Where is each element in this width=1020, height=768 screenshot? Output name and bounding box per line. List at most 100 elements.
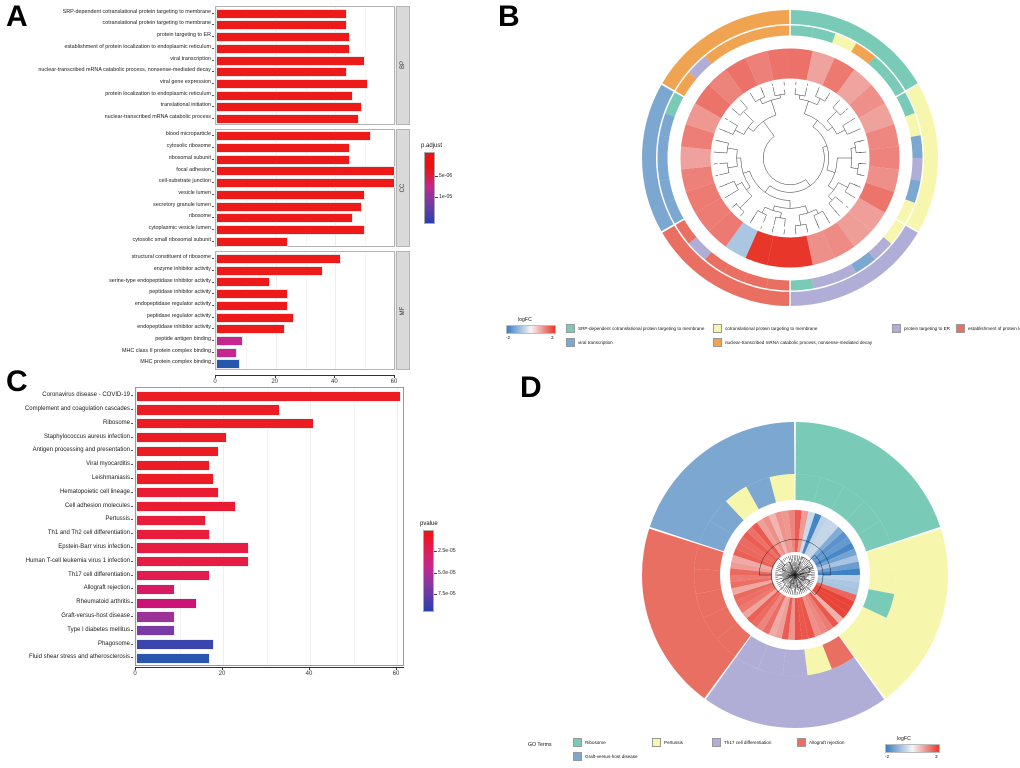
bar-category-label: blood microparticle bbox=[165, 131, 211, 138]
axis-tick bbox=[131, 560, 133, 562]
facet-strip-cc: CC bbox=[396, 128, 410, 248]
bar-category-label: Hematopoietic cell lineage bbox=[59, 488, 130, 495]
bar-category-label: focal adhesion bbox=[176, 166, 211, 173]
mid-ring-block bbox=[716, 622, 751, 657]
bar-category-label: MHC class II protein complex binding bbox=[122, 347, 211, 354]
axis-tick bbox=[212, 158, 214, 160]
gridline bbox=[136, 388, 137, 665]
mid-ring-block bbox=[736, 635, 768, 670]
bar-category-label: translational initiation bbox=[160, 102, 211, 109]
panel-b: B GO TermsSRP-dependent cotranslational … bbox=[490, 0, 1020, 365]
bar bbox=[216, 178, 395, 189]
axis-tick bbox=[212, 94, 214, 96]
mid-ring-block bbox=[883, 72, 905, 97]
mid-ring-block bbox=[725, 486, 759, 521]
outer-ring-term-1 bbox=[906, 84, 938, 232]
panel-b-letter: B bbox=[498, 0, 520, 33]
bar bbox=[136, 542, 250, 554]
mid-ring-block bbox=[910, 158, 923, 181]
axis-tick bbox=[212, 106, 214, 108]
logfc-heat-segment bbox=[804, 594, 828, 635]
x-axis-tick bbox=[309, 666, 310, 670]
dendrogram bbox=[758, 539, 832, 596]
legend-color-key bbox=[652, 738, 661, 747]
logfc-heat-segment bbox=[806, 518, 834, 557]
mid-ring-block bbox=[858, 520, 891, 552]
bar bbox=[216, 224, 366, 235]
x-axis-line bbox=[215, 375, 395, 377]
facet-panel-cc bbox=[215, 128, 396, 248]
x-axis-tick-label: 60 bbox=[392, 670, 400, 677]
axis-tick bbox=[212, 82, 214, 84]
outer-ring-term-4 bbox=[649, 422, 795, 544]
axis-tick bbox=[131, 547, 133, 548]
mid-ring-block bbox=[846, 501, 881, 535]
bar bbox=[216, 312, 294, 323]
legend-item: Th17 cell differentiation bbox=[712, 738, 771, 747]
bar-category-label: MHC protein complex binding bbox=[140, 359, 211, 366]
axis-tick bbox=[131, 602, 133, 604]
bar bbox=[216, 90, 354, 101]
x-axis-tick-label: 40 bbox=[330, 379, 338, 386]
gridline bbox=[365, 252, 367, 370]
bar-category-label: Leishmaniasis bbox=[91, 475, 130, 481]
bar-category-label: Human T-cell leukemia virus 1 infection bbox=[25, 557, 130, 564]
bar bbox=[216, 102, 363, 113]
bar bbox=[216, 43, 351, 54]
x-axis-tick bbox=[135, 666, 136, 670]
logfc-heat-segment bbox=[708, 211, 744, 247]
mid-ring-block bbox=[744, 27, 769, 43]
bar-category-label: cytosolic ribosome bbox=[166, 143, 211, 150]
bar bbox=[136, 625, 176, 637]
axis-tick bbox=[212, 304, 214, 306]
bar bbox=[216, 189, 366, 200]
logfc-heat-segment bbox=[738, 586, 777, 614]
legend-item: viral transcription bbox=[566, 338, 613, 347]
logfc-heat-segment bbox=[795, 510, 802, 553]
bar-category-label: Complement and coagulation cascades bbox=[24, 406, 130, 412]
mid-ring-block bbox=[665, 199, 684, 224]
axis-tick bbox=[131, 478, 133, 479]
bar bbox=[216, 347, 237, 358]
logfc-heat-segment bbox=[762, 594, 786, 635]
mid-ring-block bbox=[709, 501, 744, 535]
bar-category-label: endopeptidase regulator activity bbox=[134, 300, 211, 307]
axis-tick bbox=[131, 464, 133, 466]
gridline bbox=[310, 388, 311, 665]
axis-tick bbox=[212, 193, 214, 195]
mid-ring-block bbox=[831, 486, 865, 521]
padjust-colorbar bbox=[424, 152, 435, 224]
bar bbox=[136, 459, 210, 471]
logfc-heat-segment bbox=[806, 230, 835, 266]
outer-ring-term-5 bbox=[662, 10, 790, 91]
mid-ring-block bbox=[851, 251, 875, 273]
x-axis-line bbox=[135, 666, 404, 668]
legend-item: Graft-versus-host disease bbox=[573, 752, 638, 761]
logfc-min-label: -2 bbox=[885, 754, 890, 759]
logfc-heat-segment bbox=[813, 586, 852, 614]
axis-tick bbox=[212, 24, 214, 26]
bar-category-label: Allograft rejection bbox=[83, 585, 130, 592]
gridline bbox=[179, 388, 181, 665]
logfc-heat-segment bbox=[795, 597, 802, 640]
mid-ring-block bbox=[746, 477, 777, 510]
logfc-heat-segment bbox=[730, 575, 773, 582]
axis-tick bbox=[131, 436, 133, 438]
logfc-heat-segment bbox=[858, 182, 895, 213]
logfc-heat-segment bbox=[751, 592, 782, 628]
mid-ring-block bbox=[657, 135, 670, 158]
bar-category-label: viral transcription bbox=[170, 55, 211, 62]
pvalue-colorbar bbox=[423, 530, 434, 612]
panel-a-letter: A bbox=[6, 0, 28, 33]
axis-tick bbox=[131, 629, 133, 631]
mid-ring-block bbox=[675, 219, 697, 244]
x-axis-tick-label: 60 bbox=[390, 379, 398, 386]
mid-ring-block bbox=[758, 644, 786, 676]
mid-ring-block bbox=[832, 33, 857, 52]
mid-ring-block bbox=[811, 27, 836, 43]
bar-category-label: Epstein-Barr virus infection bbox=[58, 544, 130, 550]
axis-tick bbox=[212, 316, 214, 318]
axis-tick bbox=[212, 182, 214, 184]
mid-ring-block bbox=[795, 474, 821, 503]
mid-ring-block bbox=[695, 589, 728, 618]
